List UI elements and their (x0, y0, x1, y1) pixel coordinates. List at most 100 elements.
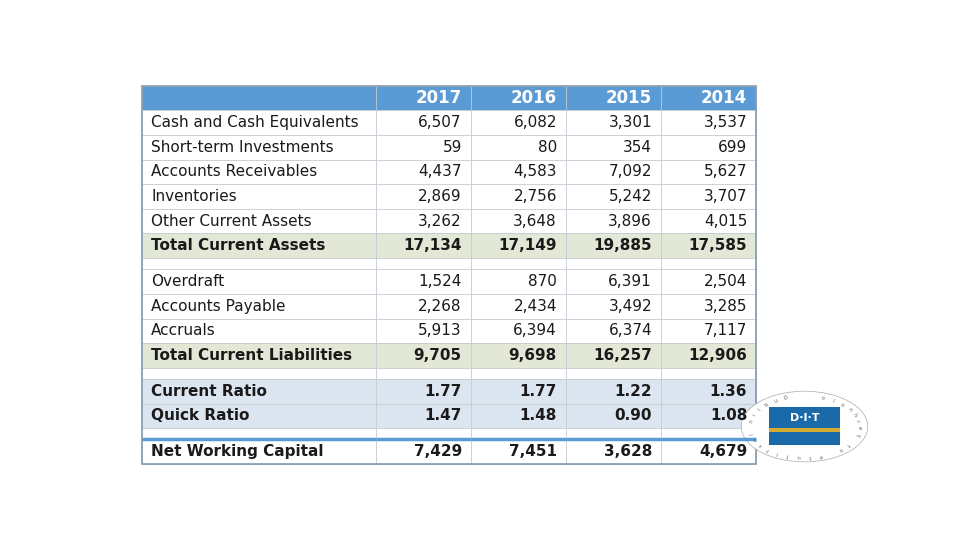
Bar (142, 269, 375, 294)
Bar (375, 85, 470, 110)
Bar (142, 368, 375, 379)
Text: 19,885: 19,885 (593, 238, 652, 253)
Bar (661, 269, 756, 294)
Text: 5,627: 5,627 (704, 164, 747, 179)
Text: 1.77: 1.77 (424, 384, 462, 399)
Bar (375, 440, 470, 464)
Text: n: n (749, 419, 754, 423)
Bar (470, 209, 565, 233)
Text: 2014: 2014 (701, 89, 747, 107)
Bar (142, 209, 375, 233)
Bar (565, 258, 661, 269)
Text: 354: 354 (623, 140, 652, 155)
Text: t: t (786, 453, 790, 458)
Text: 2016: 2016 (511, 89, 557, 107)
Bar (375, 258, 470, 269)
Bar (375, 343, 470, 368)
Text: Cash and Cash Equivalents: Cash and Cash Equivalents (152, 115, 359, 130)
Text: 7,117: 7,117 (704, 323, 747, 339)
Bar (470, 379, 565, 403)
Text: 2,434: 2,434 (514, 299, 557, 314)
Text: Current Ratio: Current Ratio (152, 384, 267, 399)
Bar (470, 85, 565, 110)
Bar (565, 403, 661, 428)
Text: i: i (752, 413, 756, 416)
Bar (142, 85, 375, 110)
Bar (565, 233, 661, 258)
Text: e: e (856, 426, 861, 429)
Text: b: b (764, 402, 770, 408)
Bar (661, 135, 756, 159)
Text: Accounts Payable: Accounts Payable (152, 299, 286, 314)
Bar (142, 184, 375, 209)
Text: 3,628: 3,628 (604, 444, 652, 459)
Text: o: o (839, 402, 845, 408)
Text: 699: 699 (718, 140, 747, 155)
Text: 5,913: 5,913 (419, 323, 462, 339)
Bar (565, 294, 661, 319)
Bar (661, 209, 756, 233)
Text: 1.48: 1.48 (519, 408, 557, 423)
Text: 6,394: 6,394 (514, 323, 557, 339)
Bar (470, 440, 565, 464)
Text: 6,374: 6,374 (609, 323, 652, 339)
Bar (375, 428, 470, 440)
Text: 1,524: 1,524 (419, 274, 462, 289)
Bar (375, 209, 470, 233)
Bar (375, 184, 470, 209)
Bar (470, 159, 565, 184)
Bar (470, 319, 565, 343)
Text: 2,268: 2,268 (419, 299, 462, 314)
Bar (661, 85, 756, 110)
Bar (375, 319, 470, 343)
Text: e: e (819, 453, 824, 458)
Bar (661, 368, 756, 379)
Bar (565, 269, 661, 294)
Text: 3,262: 3,262 (419, 214, 462, 228)
Bar (470, 269, 565, 294)
Text: I: I (749, 432, 755, 435)
Bar (470, 428, 565, 440)
Text: i: i (776, 450, 780, 455)
Text: 3,285: 3,285 (704, 299, 747, 314)
Bar (661, 184, 756, 209)
Bar (470, 184, 565, 209)
Text: 80: 80 (538, 140, 557, 155)
Bar (142, 294, 375, 319)
Text: 17,149: 17,149 (498, 238, 557, 253)
Text: 2017: 2017 (416, 89, 462, 107)
Bar (142, 233, 375, 258)
Bar (470, 135, 565, 159)
Bar (142, 319, 375, 343)
Bar (661, 440, 756, 464)
Text: 4,679: 4,679 (699, 444, 747, 459)
Bar (375, 379, 470, 403)
Text: 3,707: 3,707 (704, 189, 747, 204)
Bar (661, 428, 756, 440)
Text: 4,015: 4,015 (704, 214, 747, 228)
Bar (470, 403, 565, 428)
Text: 2,869: 2,869 (419, 189, 462, 204)
Text: 3,648: 3,648 (514, 214, 557, 228)
Bar (565, 343, 661, 368)
Bar (565, 428, 661, 440)
Text: D: D (783, 395, 788, 401)
Bar (142, 343, 375, 368)
Bar (142, 258, 375, 269)
Text: Inventories: Inventories (152, 189, 237, 204)
Text: T: T (854, 431, 860, 435)
Bar (661, 343, 756, 368)
Text: Accounts Receivables: Accounts Receivables (152, 164, 318, 179)
Text: h: h (852, 413, 857, 417)
Text: t: t (809, 454, 811, 460)
Text: Net Working Capital: Net Working Capital (152, 444, 324, 459)
Bar (661, 258, 756, 269)
Text: f: f (846, 442, 851, 447)
Text: 7,092: 7,092 (609, 164, 652, 179)
Bar (375, 159, 470, 184)
Bar (661, 403, 756, 428)
Text: 3,896: 3,896 (609, 214, 652, 228)
Bar (470, 294, 565, 319)
Text: 1.08: 1.08 (709, 408, 747, 423)
Bar (661, 159, 756, 184)
